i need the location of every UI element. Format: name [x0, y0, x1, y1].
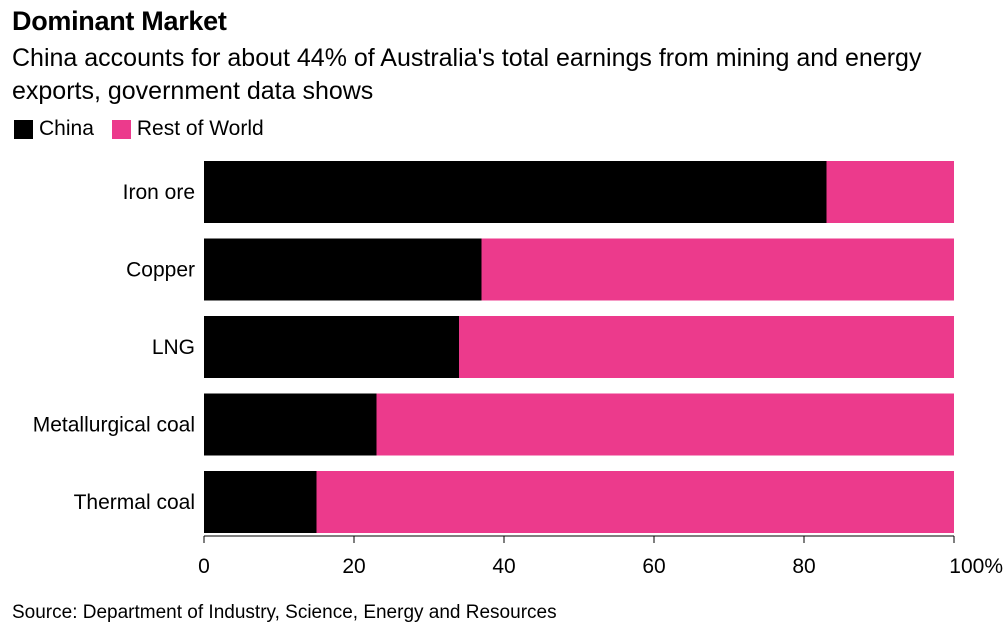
- x-tick-label-40: 40: [492, 555, 515, 578]
- x-tick-label-60: 60: [642, 555, 665, 578]
- bar-iron-ore-rest-of-world: [826, 161, 954, 223]
- x-tick-label-80: 80: [792, 555, 815, 578]
- bar-copper-rest-of-world: [481, 238, 954, 301]
- x-tick-label-0: 0: [198, 555, 210, 578]
- legend-swatch-rest-of-world: [111, 119, 131, 139]
- chart-title: Dominant Market: [12, 6, 227, 36]
- bar-iron-ore-china: [204, 161, 827, 223]
- bar-copper-china: [204, 238, 482, 301]
- bar-lng-rest-of-world: [459, 316, 954, 378]
- bar-metallurgical-coal-china: [204, 393, 377, 456]
- bar-thermal-coal-china: [204, 471, 317, 533]
- bar-metallurgical-coal-rest-of-world: [376, 393, 954, 456]
- bar-thermal-coal-rest-of-world: [316, 471, 954, 533]
- x-tick-label-100: 100%: [949, 555, 1003, 578]
- legend: China Rest of World: [14, 117, 282, 141]
- bar-chart: Iron ore Copper LNG Metallurgical coal Therm…: [33, 161, 1003, 578]
- chart-subtitle: China accounts for about 44% of Australi…: [12, 44, 922, 105]
- bar-lng-china: [204, 316, 459, 378]
- category-label-copper: Copper: [126, 259, 195, 282]
- category-label-thermal-coal: Thermal coal: [74, 491, 195, 514]
- category-label-iron-ore: Iron ore: [123, 181, 195, 204]
- category-label-lng: LNG: [152, 336, 195, 359]
- legend-swatch-china: [14, 119, 33, 139]
- x-tick-label-20: 20: [342, 555, 365, 578]
- legend-item-rest-of-world: Rest of World: [111, 117, 264, 141]
- source-note: Source: Department of Industry, Science,…: [12, 602, 557, 623]
- legend-label-rest-of-world: Rest of World: [136, 117, 264, 140]
- legend-item-china: China: [14, 117, 94, 141]
- legend-label-china: China: [39, 117, 94, 140]
- category-label-metallurgical-coal: Metallurgical coal: [33, 414, 195, 437]
